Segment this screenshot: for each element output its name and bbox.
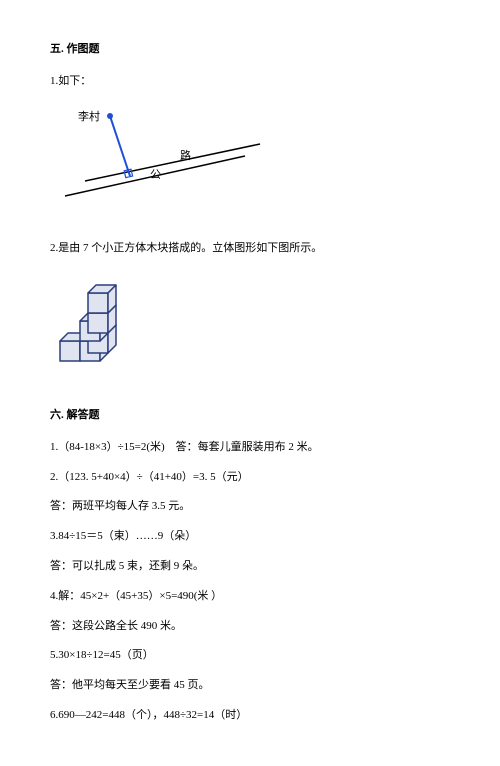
ans-line-9: 答：他平均每天至少要看 45 页。: [50, 676, 450, 696]
ans-line-2: 2.（123. 5+40×4）÷（41+40）=3. 5（元）: [50, 468, 450, 488]
cubes-svg: [50, 271, 160, 366]
section-6-title: 六. 解答题: [50, 406, 450, 426]
road-diagram: 李村 路 公: [50, 104, 450, 222]
ans-line-8: 5.30×18÷12=45（页）: [50, 646, 450, 666]
ans-line-1: 1.（84-18×3）÷15=2(米) 答：每套儿童服装用布 2 米。: [50, 438, 450, 458]
road-label: 路: [180, 149, 191, 162]
village-dot: [107, 113, 113, 119]
ans-line-10: 6.690—242=448（个），448÷32=14（时）: [50, 706, 450, 726]
ans-line-7: 答：这段公路全长 490 米。: [50, 617, 450, 637]
gong-label: 公: [150, 169, 161, 181]
cubes-group: [60, 285, 116, 361]
q1-label: 1.如下：: [50, 72, 450, 92]
ans-line-4: 3.84÷15＝5（束）……9（朵）: [50, 527, 450, 547]
ans-line-3: 答：两班平均每人存 3.5 元。: [50, 497, 450, 517]
road-svg: 李村 路 公: [50, 104, 270, 214]
ans-line-6: 4.解：45×2+（45+35）×5=490(米 ）: [50, 587, 450, 607]
cubes-diagram: [50, 271, 450, 374]
ans-line-5: 答：可以扎成 5 束，还剩 9 朵。: [50, 557, 450, 577]
page: 五. 作图题 1.如下： 李村 路 公 2.是由 7 个小正方体木块搭成的。立体…: [0, 0, 500, 766]
q2-label: 2.是由 7 个小正方体木块搭成的。立体图形如下图所示。: [50, 239, 450, 259]
village-label: 李村: [78, 109, 100, 123]
section-5-title: 五. 作图题: [50, 40, 450, 60]
cube-7: [88, 285, 116, 313]
road-line-top: [85, 144, 260, 181]
perpendicular-line: [110, 116, 130, 176]
